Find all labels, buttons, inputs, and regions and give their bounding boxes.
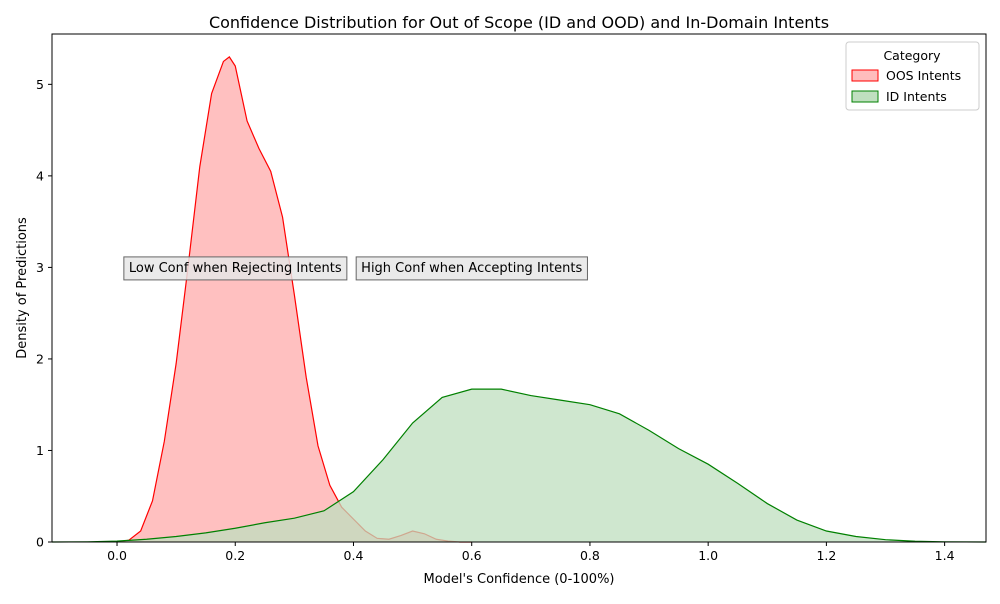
- x-axis-label: Model's Confidence (0-100%): [423, 572, 614, 587]
- legend-title: Category: [883, 48, 941, 63]
- oos-intents-area: [117, 56, 472, 543]
- id-intents-line: [51, 388, 987, 543]
- annotations: Low Conf when Rejecting Intents High Conf…: [123, 256, 588, 281]
- legend: Category OOS Intents ID Intents: [845, 41, 980, 111]
- legend-label-id-intents: ID Intents: [886, 89, 947, 104]
- annotation-box: [355, 256, 588, 281]
- y-tick-label: 2: [36, 351, 44, 366]
- legend-items: OOS Intents ID Intents: [851, 68, 961, 104]
- y-tick-label: 4: [36, 168, 44, 183]
- y-tick-label: 3: [36, 260, 44, 275]
- plot-area: [51, 56, 987, 543]
- y-axis-label: Density of Predictions: [15, 217, 30, 359]
- legend-swatch-oos-intents: [851, 69, 879, 82]
- annotation-text: Low Conf when Rejecting Intents: [129, 261, 342, 276]
- legend-swatch-id-intents: [851, 90, 879, 103]
- x-tick-label: 1.2: [816, 548, 836, 563]
- plot-frame: [51, 33, 987, 543]
- x-axis: 0.0 0.2 0.4 0.6 0.8 1.0 1.2 1.4: [107, 542, 955, 563]
- chart-title: Confidence Distribution for Out of Scope…: [209, 13, 829, 32]
- y-axis: 0 1 2 3 4 5: [36, 77, 52, 550]
- annotation: High Conf when Accepting Intents: [355, 256, 588, 281]
- legend-label-oos-intents: OOS Intents: [886, 68, 961, 83]
- x-tick-label: 1.0: [698, 548, 718, 563]
- x-tick-label: 0.8: [580, 548, 600, 563]
- x-tick-label: 0.0: [107, 548, 127, 563]
- y-tick-label: 0: [36, 535, 44, 550]
- annotation-text: High Conf when Accepting Intents: [361, 261, 582, 276]
- legend-box: [845, 41, 980, 111]
- x-tick-label: 0.4: [344, 548, 364, 563]
- id-intents-area: [52, 389, 986, 542]
- x-tick-label: 0.2: [225, 548, 245, 563]
- x-tick-label: 1.4: [935, 548, 955, 563]
- y-tick-label: 5: [36, 77, 44, 92]
- y-tick-label: 1: [36, 443, 44, 458]
- annotation-box: [123, 256, 348, 281]
- x-tick-label: 0.6: [462, 548, 482, 563]
- annotation: Low Conf when Rejecting Intents: [123, 256, 348, 281]
